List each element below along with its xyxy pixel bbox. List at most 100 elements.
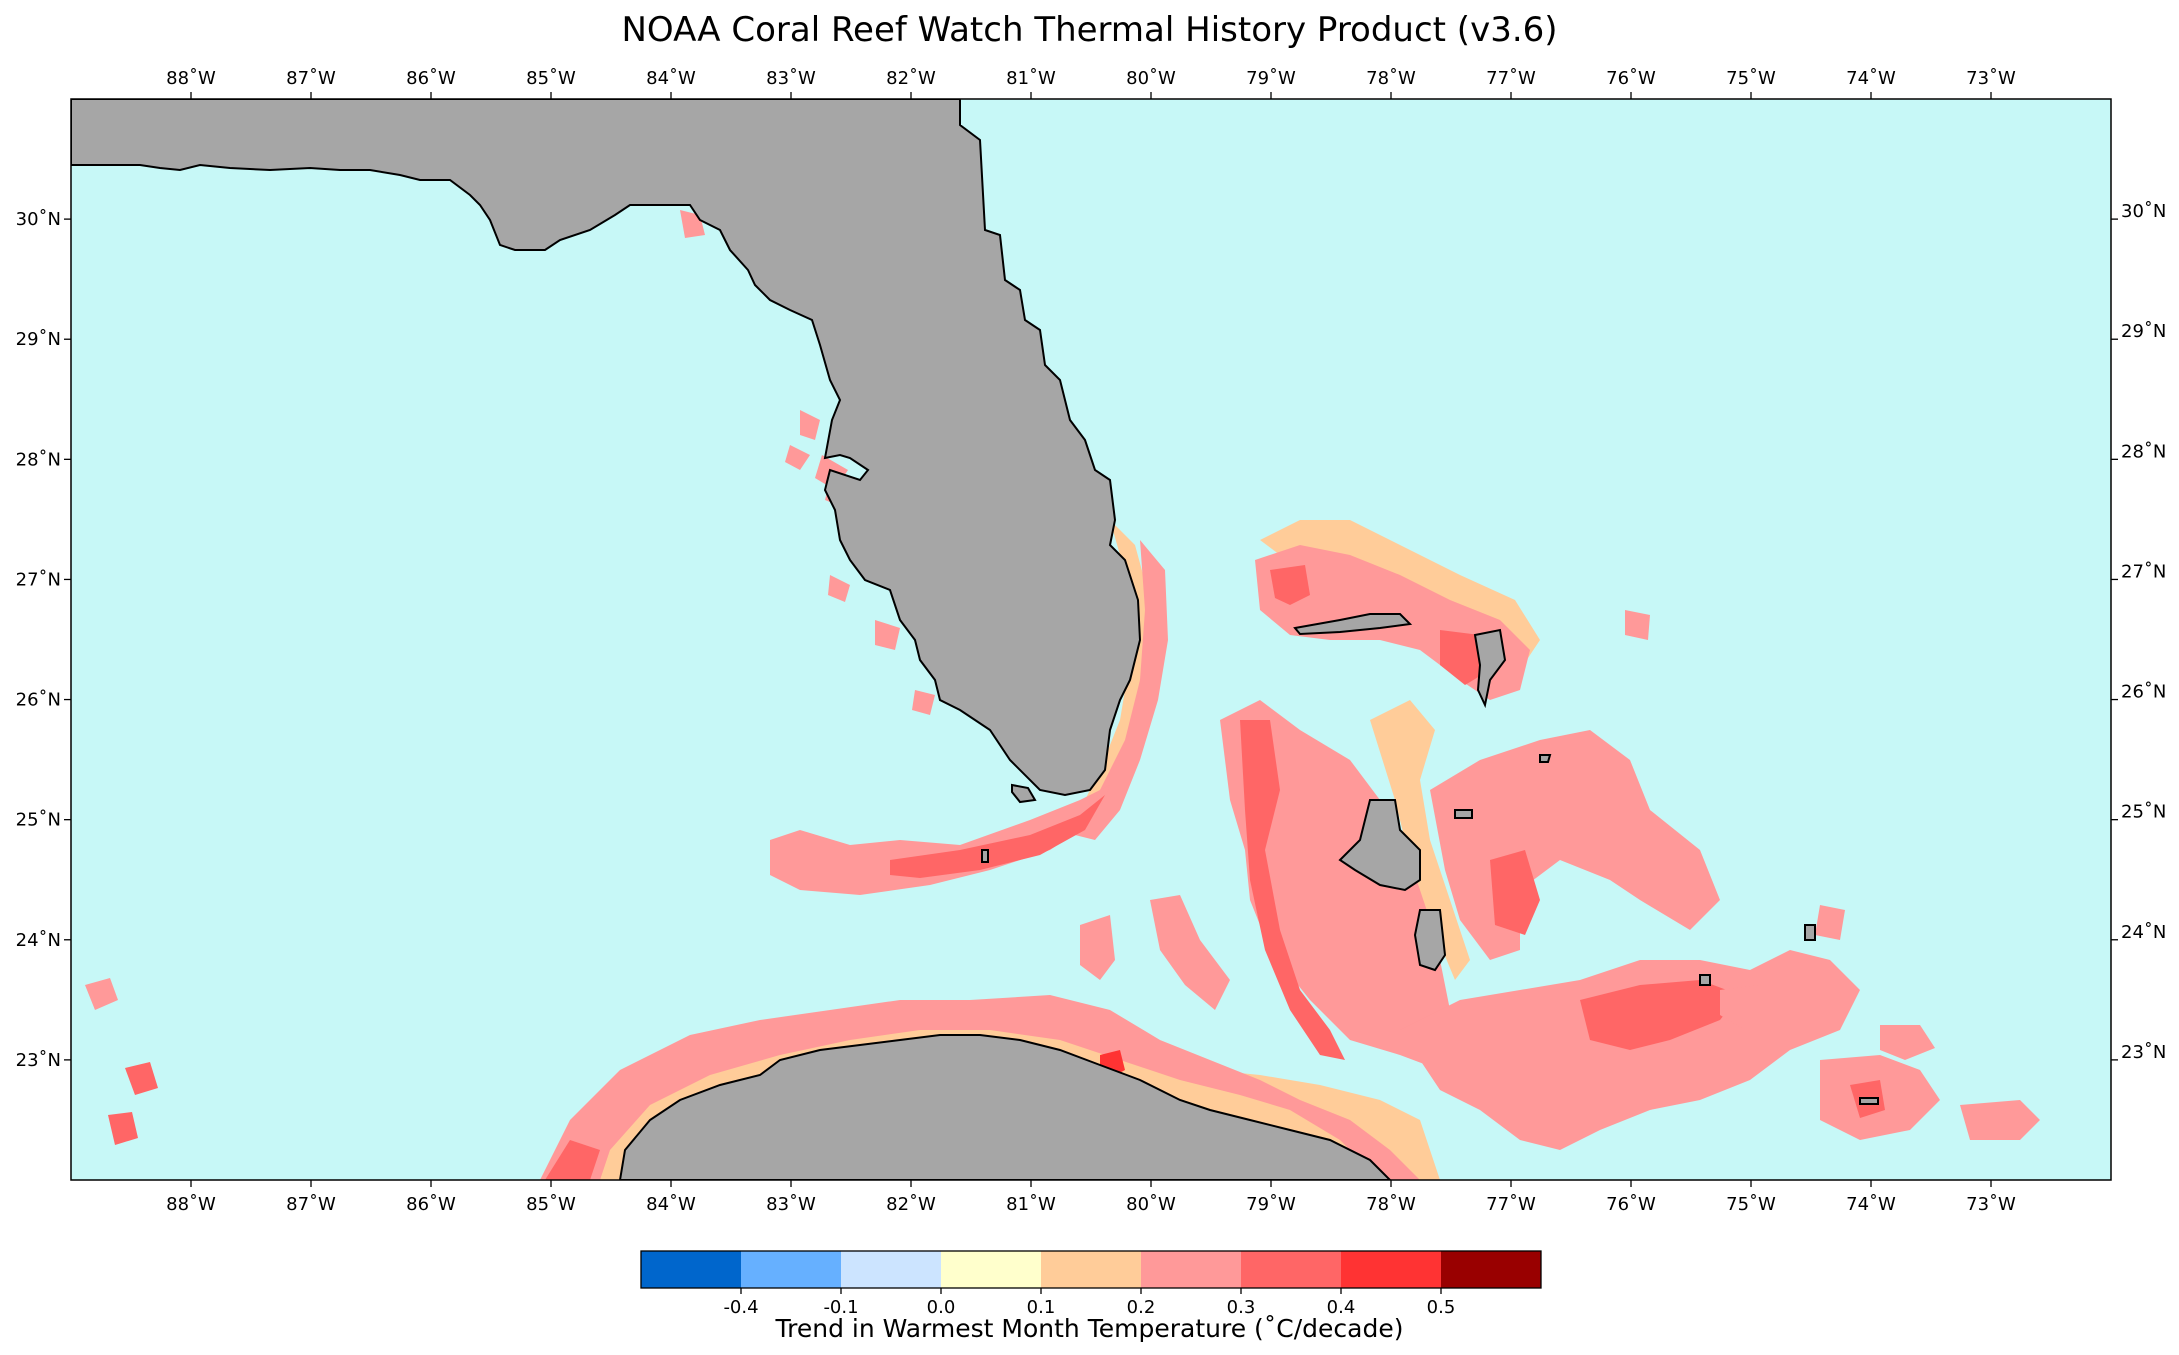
colorbar-segment: [1441, 1251, 1542, 1288]
lon-tick-label-bottom: 74˚W: [1846, 1194, 1896, 1215]
land-florida-keys-tip: [1011, 783, 1037, 804]
trend-zone-near-rum-cay: [1720, 985, 1775, 1030]
colorbar-segment: [1241, 1251, 1342, 1288]
land-exuma: [1413, 909, 1447, 972]
lon-tick-label-top: 87˚W: [286, 68, 336, 89]
lon-tick-label-top: 80˚W: [1126, 68, 1176, 89]
colorbar-segment: [1341, 1251, 1442, 1288]
lon-tick-label-top: 74˚W: [1846, 68, 1896, 89]
lon-tick-label-top: 77˚W: [1486, 68, 1536, 89]
lon-tick-label-bottom: 82˚W: [886, 1194, 936, 1215]
land-dry-tortugas: [981, 849, 989, 863]
trend-zone-gulf-patch-9: [85, 978, 118, 1010]
trend-zone-gulf-patch-10: [125, 1062, 158, 1095]
lat-tick-label-left: 28˚N: [16, 449, 61, 470]
colorbar: -0.4 -0.1 0.0 0.1 0.2 0.3 0.4 0.5: [640, 1250, 1542, 1318]
colorbar-tick-label: 0.5: [1427, 1297, 1456, 1318]
lon-tick-label-bottom: 76˚W: [1606, 1194, 1656, 1215]
trend-zone-grand-bahama-dark: [1270, 565, 1310, 605]
lon-tick-label-top: 82˚W: [886, 68, 936, 89]
lon-tick-label-top: 85˚W: [526, 68, 576, 89]
map-frame: [70, 98, 2112, 1181]
trend-zone-exuma-edge: [1370, 700, 1470, 980]
colorbar-tick-label: 0.0: [927, 1297, 956, 1318]
trend-zone-southern-bahamas-dark: [1580, 980, 1740, 1050]
colorbar-segment: [1041, 1251, 1142, 1288]
lon-tick-label-bottom: 79˚W: [1246, 1194, 1296, 1215]
lon-tick-label-bottom: 84˚W: [646, 1194, 696, 1215]
lat-tick-label-right: 30˚N: [2121, 201, 2166, 222]
colorbar-label: Trend in Warmest Month Temperature (˚C/d…: [775, 1314, 1404, 1343]
lat-tick-label-right: 29˚N: [2121, 321, 2166, 342]
lon-tick-label-top: 76˚W: [1606, 68, 1656, 89]
trend-zone-great-bahama-bank: [1220, 700, 1480, 1070]
axis-ticks: 88˚W 88˚W 87˚W 87˚W 86˚W 86˚W 85˚W 85˚W 84˚W 84˚W…: [16, 68, 2167, 1215]
land-andros: [1338, 799, 1421, 892]
lat-tick-label-left: 24˚N: [16, 930, 61, 951]
lon-tick-label-bottom: 78˚W: [1366, 1194, 1416, 1215]
lat-tick-label-right: 24˚N: [2121, 922, 2166, 943]
trend-zone-gulf-patch-4: [785, 445, 810, 470]
lon-tick-label-bottom: 81˚W: [1006, 1194, 1056, 1215]
lon-tick-label-bottom: 87˚W: [286, 1194, 336, 1215]
trend-zone-gulf-patch-7: [875, 620, 900, 650]
trend-zone-atlantic-patch-2: [1815, 905, 1845, 940]
lon-tick-label-bottom: 75˚W: [1726, 1194, 1776, 1215]
land-eleuthera: [1539, 754, 1552, 763]
lat-tick-label-right: 28˚N: [2121, 441, 2166, 462]
lon-tick-label-top: 83˚W: [766, 68, 816, 89]
lon-tick-label-bottom: 73˚W: [1966, 1194, 2016, 1215]
colorbar-segment: [641, 1251, 742, 1288]
lon-tick-label-top: 79˚W: [1246, 68, 1296, 89]
lon-tick-label-top: 88˚W: [166, 68, 216, 89]
colorbar-tick-label: 0.3: [1227, 1297, 1256, 1318]
lat-tick-label-left: 29˚N: [16, 329, 61, 350]
trend-zone-cay-sal-bank: [1150, 895, 1230, 1010]
land-new-providence: [1454, 809, 1473, 819]
lat-tick-label-left: 26˚N: [16, 690, 61, 711]
lat-tick-label-right: 25˚N: [2121, 802, 2166, 823]
trend-zone-cuba-north: [540, 995, 1420, 1180]
lon-tick-label-bottom: 85˚W: [526, 1194, 576, 1215]
trend-zone-cuba-dark: [545, 1140, 600, 1180]
colorbar-frame: [640, 1250, 1542, 1289]
colorbar-tick-label: -0.1: [823, 1297, 858, 1318]
colorbar-segment: [841, 1251, 942, 1288]
colorbar-tick-label: -0.4: [723, 1297, 758, 1318]
trend-zone-florida-keys-dark: [890, 795, 1105, 878]
trend-zone-florida-east: [1075, 540, 1168, 840]
land-inagua: [1859, 1097, 1879, 1105]
land-long-island: [1699, 974, 1711, 986]
trend-zone-gulf-patch-1: [800, 410, 820, 440]
trend-zone-great-bahama-bank-dark: [1240, 720, 1345, 1060]
land-cuba: [618, 1034, 1392, 1180]
trend-zone-atlantic-patch-1: [1625, 610, 1650, 640]
trend-zone-gulf-patch-8: [912, 690, 935, 715]
colorbar-tick-label: 0.2: [1127, 1297, 1156, 1318]
colorbar-tick-label: 0.1: [1027, 1297, 1056, 1318]
map-content: [71, 99, 2040, 1180]
trend-zone-caicos: [1960, 1100, 2040, 1140]
trend-zone-gulf-patch-11: [108, 1112, 138, 1145]
colorbar-segment: [741, 1251, 842, 1288]
colorbar-tick-label: 0.4: [1327, 1297, 1356, 1318]
land-grand-bahama: [1293, 613, 1413, 636]
colorbar-segment: [941, 1251, 1042, 1288]
land-mayaguana: [1804, 924, 1816, 941]
lat-tick-label-left: 27˚N: [16, 569, 61, 590]
lat-tick-label-right: 27˚N: [2121, 561, 2166, 582]
lon-tick-label-top: 86˚W: [406, 68, 456, 89]
lon-tick-label-top: 81˚W: [1006, 68, 1056, 89]
land-great-abaco: [1473, 628, 1507, 709]
land-florida: [71, 99, 1142, 797]
lon-tick-label-top: 84˚W: [646, 68, 696, 89]
lat-tick-label-left: 30˚N: [16, 209, 61, 230]
lon-tick-label-top: 75˚W: [1726, 68, 1776, 89]
colorbar-segment: [1141, 1251, 1242, 1288]
lat-tick-label-left: 23˚N: [16, 1050, 61, 1071]
lon-tick-label-bottom: 80˚W: [1126, 1194, 1176, 1215]
lat-tick-label-right: 26˚N: [2121, 682, 2166, 703]
land-masses: [71, 99, 1879, 1180]
lat-tick-label-right: 23˚N: [2121, 1042, 2166, 1063]
